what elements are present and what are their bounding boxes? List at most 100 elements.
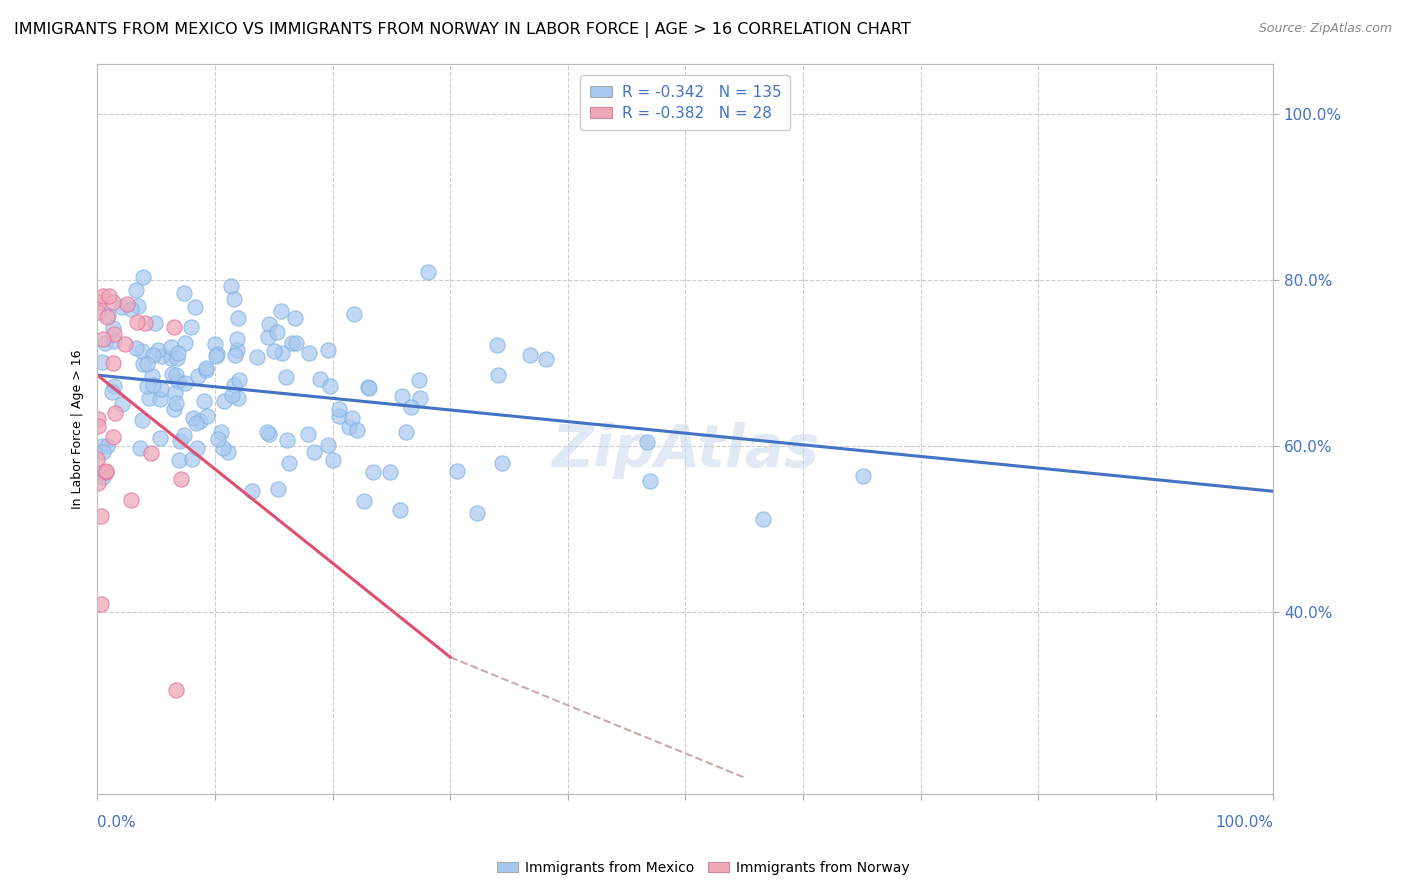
Point [101, 295, 124, 310]
Point [90, 355, 112, 369]
Point [217, 444, 239, 458]
Point [318, 438, 340, 452]
Point [226, 332, 249, 346]
Point [131, 343, 153, 358]
Point [228, 373, 250, 387]
Point [257, 317, 280, 331]
Point [129, 442, 152, 456]
Point [131, 413, 153, 427]
Point [127, 299, 149, 313]
Point [91, 470, 114, 484]
Point [266, 325, 288, 339]
Point [285, 336, 308, 351]
Point [173, 335, 195, 350]
Point [638, 474, 661, 488]
Point [97, 289, 120, 303]
Point [169, 472, 191, 486]
Point [519, 348, 541, 362]
Point [163, 320, 186, 334]
Point [636, 434, 658, 449]
Point [87, 419, 110, 434]
Point [224, 348, 246, 362]
Point [486, 368, 509, 383]
Point [104, 406, 127, 420]
Point [408, 373, 430, 387]
Point [226, 391, 249, 405]
Point [184, 300, 207, 314]
Point [226, 343, 249, 357]
Point [328, 401, 350, 416]
Text: ZipAtlas: ZipAtlas [551, 423, 820, 479]
Point [117, 297, 139, 311]
Point [135, 379, 157, 393]
Text: IMMIGRANTS FROM MEXICO VS IMMIGRANTS FROM NORWAY IN LABOR FORCE | AGE > 16 CORRE: IMMIGRANTS FROM MEXICO VS IMMIGRANTS FRO… [14, 22, 911, 38]
Point [207, 433, 229, 447]
Point [138, 392, 160, 406]
Point [322, 453, 344, 467]
Point [103, 379, 125, 393]
Point [204, 336, 226, 351]
Point [100, 384, 122, 399]
Point [174, 376, 197, 390]
Point [97, 308, 120, 322]
Point [193, 393, 215, 408]
Point [389, 502, 412, 516]
Point [103, 356, 125, 370]
Point [270, 304, 292, 318]
Point [91, 439, 114, 453]
Point [281, 336, 304, 351]
Point [337, 420, 360, 434]
Point [120, 493, 142, 508]
Point [166, 351, 188, 365]
Point [93, 336, 115, 351]
Point [399, 401, 422, 415]
Point [165, 683, 187, 698]
Point [446, 464, 468, 478]
Point [150, 349, 173, 363]
Point [86, 451, 108, 466]
Point [346, 423, 368, 437]
Legend: Immigrants from Mexico, Immigrants from Norway: Immigrants from Mexico, Immigrants from … [491, 855, 915, 880]
Point [361, 465, 384, 479]
Point [132, 269, 155, 284]
Point [222, 293, 245, 307]
Point [173, 427, 195, 442]
Point [188, 414, 211, 428]
Point [465, 507, 488, 521]
Point [90, 597, 112, 611]
Point [181, 410, 204, 425]
Point [221, 388, 243, 402]
Point [96, 465, 118, 479]
Point [91, 289, 114, 303]
Point [263, 344, 285, 359]
Point [274, 370, 297, 384]
Point [86, 476, 108, 491]
Point [131, 357, 153, 371]
Point [316, 343, 339, 357]
Point [353, 493, 375, 508]
Point [90, 508, 112, 523]
Point [141, 369, 163, 384]
Point [276, 433, 298, 447]
Point [150, 382, 173, 396]
Point [134, 316, 156, 330]
Point [180, 319, 202, 334]
Point [149, 392, 172, 406]
Point [169, 434, 191, 448]
Point [257, 427, 280, 442]
Point [163, 402, 186, 417]
Point [278, 456, 301, 470]
Point [297, 427, 319, 442]
Point [302, 445, 325, 459]
Point [284, 310, 307, 325]
Point [149, 431, 172, 445]
Point [357, 380, 380, 394]
Point [96, 439, 118, 453]
Point [380, 465, 402, 479]
Point [409, 391, 432, 405]
Point [195, 363, 218, 377]
Point [852, 468, 875, 483]
Point [101, 321, 124, 335]
Point [211, 425, 233, 439]
Point [491, 456, 513, 470]
